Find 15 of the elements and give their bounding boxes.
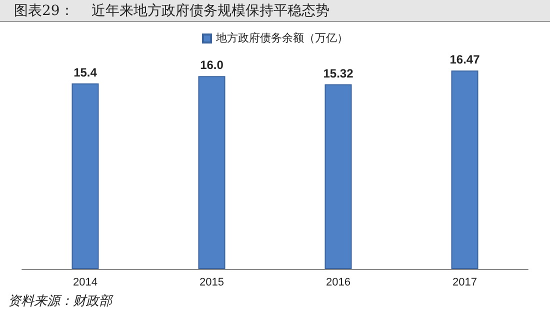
chart-title: 图表29： 近年来地方政府债务规模保持平稳态势 — [0, 0, 550, 22]
data-label: 15.32 — [323, 66, 354, 80]
legend-label: 地方政府债务余额（万亿） — [215, 32, 348, 44]
x-tick-label: 2014 — [73, 276, 98, 288]
data-label: 16.47 — [450, 52, 480, 66]
data-label: 15.4 — [74, 65, 98, 80]
bar — [198, 76, 226, 269]
bar — [72, 83, 99, 269]
x-tick-label: 2015 — [200, 276, 224, 288]
x-tick-label: 2017 — [452, 276, 477, 288]
bar — [451, 70, 478, 269]
text: 资料来源：财政部 — [8, 293, 112, 310]
bar — [324, 84, 352, 269]
x-tick-label: 2016 — [326, 276, 350, 288]
data-label: 16.0 — [200, 58, 224, 72]
